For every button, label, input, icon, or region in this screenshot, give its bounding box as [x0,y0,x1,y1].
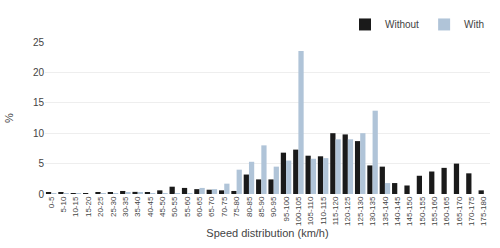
svg-text:135-140: 135-140 [381,196,390,226]
svg-text:60-65: 60-65 [195,196,204,217]
svg-text:170-175: 170-175 [467,196,476,226]
svg-text:110-115: 110-115 [319,196,328,225]
svg-text:95-100: 95-100 [282,196,291,221]
svg-text:50-55: 50-55 [170,196,179,217]
svg-text:105-110: 105-110 [306,196,315,225]
svg-text:With: With [464,19,484,30]
svg-text:115-120: 115-120 [331,196,340,225]
svg-text:90-95: 90-95 [269,196,278,217]
svg-text:15-20: 15-20 [84,196,93,217]
svg-text:55-60: 55-60 [183,196,192,217]
svg-text:125-130: 125-130 [356,196,365,226]
svg-text:145-150: 145-150 [405,196,414,226]
svg-text:10: 10 [33,128,45,139]
svg-text:Speed distribution (km/h): Speed distribution (km/h) [206,227,328,239]
svg-text:20: 20 [33,67,45,78]
svg-text:75-80: 75-80 [232,196,241,217]
svg-text:65-70: 65-70 [207,196,216,217]
svg-text:Without: Without [385,19,419,30]
svg-text:0-5: 0-5 [47,196,56,208]
svg-text:5: 5 [38,158,44,169]
svg-text:175-180: 175-180 [479,196,488,226]
svg-text:20-25: 20-25 [96,196,105,217]
svg-text:10-15: 10-15 [72,196,81,217]
svg-text:25: 25 [33,37,45,48]
svg-text:165-170: 165-170 [455,196,464,226]
svg-text:155-160: 155-160 [430,196,439,226]
svg-text:5-10: 5-10 [59,196,68,213]
svg-text:35-40: 35-40 [133,196,142,217]
svg-text:100-105: 100-105 [294,196,303,226]
svg-text:80-85: 80-85 [245,196,254,217]
svg-text:120-125: 120-125 [343,196,352,226]
svg-text:130-135: 130-135 [368,196,377,226]
svg-text:70-75: 70-75 [220,196,229,217]
svg-text:%: % [3,113,15,123]
svg-text:85-90: 85-90 [257,196,266,217]
svg-text:0: 0 [38,189,44,200]
svg-text:25-30: 25-30 [109,196,118,217]
svg-text:45-50: 45-50 [158,196,167,217]
svg-text:40-45: 40-45 [146,196,155,217]
svg-text:160-165: 160-165 [442,196,451,226]
svg-text:150-155: 150-155 [418,196,427,226]
svg-text:15: 15 [33,97,45,108]
svg-text:140-145: 140-145 [393,196,402,226]
svg-text:30-35: 30-35 [121,196,130,217]
